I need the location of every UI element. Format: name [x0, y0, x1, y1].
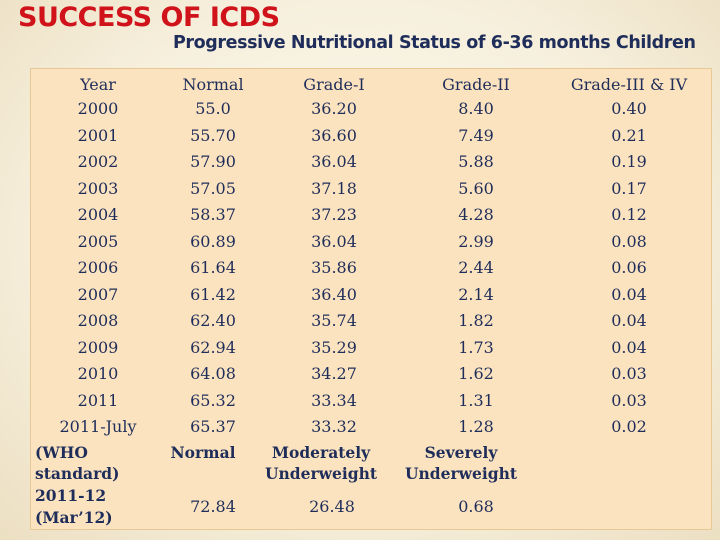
cell-grade-3-4: 0.04 [611, 337, 647, 357]
cell-grade-1: 36.20 [311, 99, 357, 118]
who-moderate-line2: Underweight [264, 464, 378, 483]
cell-grade-2: 1.73 [458, 337, 494, 357]
slide-title: SUCCESS OF ICDS [18, 2, 280, 33]
cell-grade-1: 36.04 [311, 152, 357, 171]
cell-year: 2011-July [59, 417, 137, 436]
header-normal: Normal [182, 75, 244, 94]
cell-normal: 55.70 [190, 125, 236, 145]
cell-grade-3-4: 0.17 [611, 178, 647, 198]
cell-grade-2: 2.14 [458, 284, 494, 304]
cell-normal: 57.05 [190, 178, 236, 198]
final-normal: 72.84 [190, 497, 236, 516]
cell-grade-2: 5.60 [458, 178, 494, 198]
cell-grade-3-4: 0.04 [611, 284, 647, 304]
cell-grade-2: 5.88 [458, 152, 494, 171]
cell-grade-3-4: 0.21 [611, 125, 647, 145]
cell-grade-1: 34.27 [311, 364, 357, 383]
cell-year: 2008 [77, 311, 119, 330]
cell-year: 2011 [77, 390, 119, 410]
header-grade-1: Grade-I [303, 75, 365, 94]
cell-year: 2010 [77, 364, 119, 383]
header-year: Year [80, 75, 116, 94]
cell-grade-1: 35.29 [311, 337, 357, 357]
nutrition-table: Year Normal Grade-I Grade-II Grade-III &… [30, 68, 712, 530]
who-severe-line1: Severely [424, 443, 498, 462]
cell-grade-3-4: 0.02 [611, 417, 647, 436]
final-label-line1: 2011-12 [35, 486, 107, 505]
cell-normal: 62.40 [190, 311, 236, 330]
cell-grade-2: 8.40 [458, 99, 494, 118]
who-normal: Normal [170, 443, 236, 462]
cell-grade-2: 2.99 [458, 231, 494, 251]
cell-grade-2: 1.31 [458, 390, 494, 410]
cell-year: 2000 [77, 99, 119, 118]
cell-normal: 65.32 [190, 390, 236, 410]
cell-normal: 58.37 [190, 205, 236, 224]
cell-normal: 65.37 [190, 417, 236, 436]
who-moderate-line1: Moderately [271, 443, 371, 462]
cell-grade-2: 1.28 [458, 417, 494, 436]
who-severe-line2: Underweight [404, 464, 518, 483]
who-label-line1: (WHO [35, 443, 88, 462]
cell-year: 2007 [77, 284, 119, 304]
cell-grade-1: 33.34 [311, 390, 357, 410]
header-grade-2: Grade-II [442, 75, 510, 94]
cell-normal: 57.90 [190, 152, 236, 171]
cell-grade-2: 7.49 [458, 125, 494, 145]
cell-year: 2009 [77, 337, 119, 357]
cell-grade-1: 35.74 [311, 311, 357, 330]
cell-grade-3-4: 0.19 [611, 152, 647, 171]
cell-grade-3-4: 0.03 [611, 390, 647, 410]
cell-grade-1: 33.32 [311, 417, 357, 436]
cell-grade-3-4: 0.12 [611, 205, 647, 224]
cell-grade-2: 1.62 [458, 364, 494, 383]
cell-normal: 55.0 [195, 99, 231, 118]
cell-grade-2: 4.28 [458, 205, 494, 224]
slide-subtitle: Progressive Nutritional Status of 6-36 m… [173, 33, 696, 53]
cell-grade-1: 36.60 [311, 125, 357, 145]
cell-grade-2: 1.82 [458, 311, 494, 330]
cell-year: 2003 [77, 178, 119, 198]
cell-grade-3-4: 0.08 [611, 231, 647, 251]
cell-grade-1: 35.86 [311, 258, 357, 277]
cell-normal: 62.94 [190, 337, 236, 357]
cell-year: 2005 [77, 231, 119, 251]
cell-grade-1: 37.18 [311, 178, 357, 198]
header-grade-3-4: Grade-III & IV [570, 75, 688, 94]
cell-grade-2: 2.44 [458, 258, 494, 277]
cell-grade-3-4: 0.40 [611, 99, 647, 118]
cell-grade-3-4: 0.03 [611, 364, 647, 383]
cell-year: 2002 [77, 152, 119, 171]
final-severe: 0.68 [458, 497, 494, 516]
cell-year: 2001 [77, 125, 119, 145]
cell-year: 2006 [77, 258, 119, 277]
cell-normal: 61.64 [190, 258, 236, 277]
who-label-line2: standard) [35, 464, 120, 483]
cell-normal: 60.89 [190, 231, 236, 251]
final-label-line2: (Mar’12) [35, 508, 113, 527]
final-moderate: 26.48 [309, 497, 355, 516]
cell-normal: 61.42 [190, 284, 236, 304]
cell-grade-1: 36.40 [311, 284, 357, 304]
cell-grade-3-4: 0.04 [611, 311, 647, 330]
cell-grade-1: 36.04 [311, 231, 357, 251]
cell-grade-3-4: 0.06 [611, 258, 647, 277]
cell-normal: 64.08 [190, 364, 236, 383]
cell-year: 2004 [77, 205, 119, 224]
cell-grade-1: 37.23 [311, 205, 357, 224]
